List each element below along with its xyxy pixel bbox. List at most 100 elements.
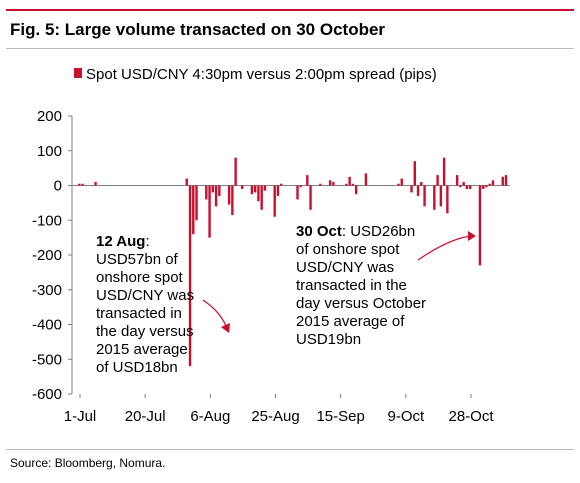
bar [455, 175, 459, 186]
y-tick-label: -400 [32, 317, 62, 334]
bar [354, 185, 358, 195]
annotation-12-aug-line: transacted in [96, 305, 182, 322]
bar-group [78, 157, 508, 367]
bar [328, 180, 332, 186]
figure-title: Fig. 5: Large volume transacted on 30 Oc… [10, 20, 386, 39]
annotation-12-aug-text: 12 Aug: USD57bn of onshore spot USD/CNY … [96, 233, 198, 376]
title-rule [6, 48, 574, 49]
bar [276, 185, 280, 196]
bar [420, 182, 423, 186]
bar [280, 183, 283, 186]
bar [214, 185, 218, 207]
y-tick-label: -500 [32, 351, 62, 368]
legend-swatch [74, 68, 82, 78]
bar [491, 180, 495, 186]
annotation-30-oct-arrow [417, 235, 473, 261]
bar [345, 183, 348, 186]
bar [332, 182, 335, 186]
bar [263, 185, 267, 191]
annotation-30-oct-line: 2015 average of [296, 313, 405, 330]
bar [296, 185, 299, 200]
bar [364, 173, 368, 186]
y-tick-label: 0 [54, 178, 62, 195]
annotation-30-oct-text: 30 Oct: USD26bn of onshore spot USD/CNY … [296, 223, 430, 348]
annotation-12-aug-arrowhead [221, 323, 230, 333]
bar [319, 183, 322, 186]
bar [211, 185, 215, 193]
annotation-30-oct-line: transacted in the [296, 277, 407, 294]
annotation-30-oct-line: day versus October [296, 295, 426, 312]
bar [504, 175, 508, 186]
x-tick-label: 1-Jul [64, 408, 97, 425]
bar [188, 185, 192, 367]
y-tick-label: -100 [32, 212, 62, 229]
top-rule [6, 9, 574, 11]
bar [205, 185, 208, 200]
bar [257, 185, 260, 202]
bar [397, 183, 400, 186]
bar [465, 185, 469, 189]
bar [208, 185, 211, 238]
bar [488, 183, 491, 186]
y-tick-label: -600 [32, 386, 62, 403]
annotation-30-oct-line: USD/CNY was [296, 259, 394, 276]
bar [436, 175, 439, 186]
bar [309, 185, 312, 210]
bar [482, 185, 485, 189]
legend-label: Spot USD/CNY 4:30pm versus 2:00pm spread… [86, 66, 437, 83]
bar [413, 161, 416, 186]
bar [485, 185, 488, 188]
annotation-12-aug-line: USD57bn of [96, 251, 179, 268]
bottom-rule [6, 449, 574, 450]
y-tick-label: -200 [32, 247, 62, 264]
bar [410, 185, 413, 193]
x-tick-label: 20-Jul [125, 408, 166, 425]
bar [478, 185, 482, 266]
bar [351, 183, 355, 186]
bar [195, 185, 198, 221]
bar [306, 175, 309, 186]
x-tick-label: 28-Oct [448, 408, 494, 425]
bar [400, 178, 403, 186]
bar [299, 185, 302, 188]
annotation-12-aug-line: : [145, 233, 149, 250]
annotation-12-aug-line: USD/CNY was [96, 287, 194, 304]
y-tick-label: -300 [32, 282, 62, 299]
bar [94, 182, 97, 186]
bar [192, 185, 195, 235]
bar [348, 176, 351, 186]
bar [442, 157, 446, 186]
annotation-12-aug-line: onshore spot [96, 269, 184, 286]
bar [273, 185, 276, 217]
x-tick-group: 1-Jul 20-Jul 6-Aug 25-Aug 15-Sep 9-Oct 28-Oct [64, 394, 494, 425]
y-tick-group: 200 100 0 -100 -200 -300 -400 -500 -600 [32, 108, 72, 403]
bar [260, 185, 263, 210]
y-tick-label: 100 [37, 143, 62, 160]
x-tick-label: 9-Oct [387, 408, 425, 425]
annotation-30-oct: 30 Oct: USD26bn of onshore spot USD/CNY … [296, 223, 476, 348]
bar [81, 183, 84, 186]
annotation-12-aug-arrow [202, 299, 228, 330]
source-note: Source: Bloomberg, Nomura. [10, 456, 166, 470]
bar [416, 185, 420, 196]
bar [468, 185, 472, 189]
bar [459, 185, 462, 188]
bar [501, 176, 504, 186]
bar [218, 185, 221, 196]
annotation-12-aug: 12 Aug: USD57bn of onshore spot USD/CNY … [96, 233, 230, 376]
x-tick-label: 15-Sep [316, 408, 364, 425]
bar [433, 185, 436, 210]
bar [78, 183, 81, 186]
bar [231, 185, 234, 216]
bar [250, 185, 254, 195]
annotation-12-aug-line: the day versus [96, 323, 194, 340]
bar [446, 185, 449, 214]
annotation-30-oct-line: USD19bn [296, 331, 361, 348]
annotation-12-aug-line: of USD18bn [96, 359, 178, 376]
x-tick-label: 25-Aug [251, 408, 299, 425]
bar [240, 185, 244, 189]
annotation-12-aug-line: 2015 average [96, 341, 188, 358]
annotation-30-oct-line: : USD26bn [342, 223, 415, 240]
bar [439, 185, 443, 207]
